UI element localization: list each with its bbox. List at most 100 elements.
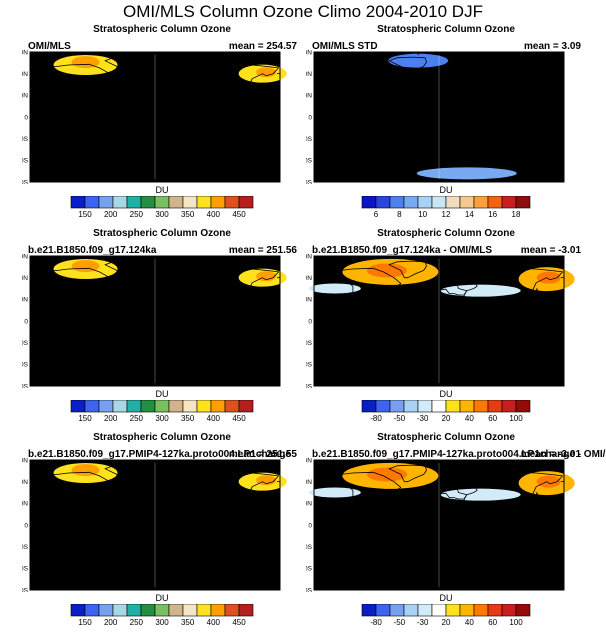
colorbar-tick-label: 20 xyxy=(442,618,451,627)
lat-label: 30S xyxy=(306,340,313,347)
colorbar-tick-label: 350 xyxy=(181,618,195,627)
colorbar-box xyxy=(182,604,198,617)
colorbar-box xyxy=(361,604,377,617)
coastline xyxy=(233,124,262,145)
colorbar-box xyxy=(445,196,461,209)
colorbar-tick-label: 350 xyxy=(181,210,195,219)
lat-label: 0 xyxy=(24,114,28,121)
coastline xyxy=(468,534,475,544)
lat-label: 90N xyxy=(306,254,312,260)
ozone-anomaly xyxy=(366,467,407,482)
lat-label: 0 xyxy=(24,522,28,529)
coastline xyxy=(184,330,191,340)
lat-label: 30S xyxy=(22,544,29,551)
colorbar-box xyxy=(98,196,114,209)
coastline xyxy=(104,260,143,279)
panel-mean-label: mean = 251.55 xyxy=(228,449,297,460)
coastline xyxy=(179,61,279,117)
coastline xyxy=(29,570,280,581)
coastline xyxy=(150,482,157,490)
coastline xyxy=(324,267,402,316)
units-label: DU xyxy=(439,389,453,399)
lat-label: 60N xyxy=(22,479,28,486)
colorbar-box xyxy=(445,604,461,617)
coastline xyxy=(434,74,441,82)
coastline xyxy=(150,74,157,82)
coastline xyxy=(220,521,239,532)
lat-label: 60N xyxy=(306,275,312,282)
colorbar-box xyxy=(473,196,489,209)
units-label: DU xyxy=(439,593,453,603)
colorbar-box xyxy=(375,196,391,209)
colorbar-box xyxy=(140,400,156,413)
coastline xyxy=(147,473,184,500)
colorbar-box xyxy=(70,400,86,413)
units-label: DU xyxy=(155,593,169,603)
colorbar-box xyxy=(238,604,254,617)
coastline xyxy=(245,492,254,503)
colorbar-p6: -80 -50 -30 20 40 60 100 xyxy=(361,604,531,627)
colorbar-box xyxy=(210,400,226,413)
colorbar-tick-label: 150 xyxy=(78,618,92,627)
colorbar-box xyxy=(389,604,405,617)
coastline xyxy=(40,63,118,112)
panel-mean-label: mean = 251.56 xyxy=(228,245,297,256)
colorbar-box xyxy=(112,196,128,209)
coastline xyxy=(313,570,564,581)
colorbar-tick-label: 60 xyxy=(488,618,497,627)
coastline xyxy=(529,288,538,299)
lat-label: 30N xyxy=(22,297,28,304)
colorbar-box xyxy=(238,400,254,413)
colorbar-box xyxy=(126,196,142,209)
colorbar-tick-label: 12 xyxy=(442,210,451,219)
colorbar-box xyxy=(154,400,170,413)
panel-left-label: b.e21.B1850.f09_g17.PMIP4-127ka.proto004… xyxy=(28,449,291,460)
figure-title: OMI/MLS Column Ozone Climo 2004-2010 DJF xyxy=(123,2,483,21)
colorbar-box xyxy=(154,196,170,209)
panel-mean-label: mean = 254.57 xyxy=(228,41,297,52)
map-p3: 90N 60N 30N 0 30S 60S 90S xyxy=(22,254,287,388)
colorbar-box xyxy=(84,196,100,209)
panel-subtitle: Stratospheric Column Ozone xyxy=(377,432,515,443)
coastlines xyxy=(313,56,564,173)
colorbar-tick-label: -80 xyxy=(370,618,382,627)
lat-label: 30N xyxy=(306,93,312,100)
lat-label: 90N xyxy=(22,254,28,260)
coastline xyxy=(29,162,280,173)
colorbar-box xyxy=(431,400,447,413)
panel-mean-label: mean = -3.01 xyxy=(520,245,581,256)
coastline xyxy=(179,265,279,321)
map-plot-area: 90N 60N 30N 0 30S 60S 90S xyxy=(306,254,575,388)
colorbar-box xyxy=(361,400,377,413)
panel-omi-mls-std: Stratospheric Column Ozone OMI/MLS STD m… xyxy=(306,24,586,224)
lat-label: 60S xyxy=(306,362,313,369)
lat-label: 30S xyxy=(306,544,313,551)
lat-label: 60S xyxy=(306,566,313,573)
panel-mean-label: mean = -3.01 xyxy=(520,449,581,460)
colorbar-tick-label: -30 xyxy=(417,414,429,423)
colorbar-box xyxy=(487,400,503,413)
coastline xyxy=(233,328,262,349)
lat-label: 90N xyxy=(22,50,28,56)
map-p6: 90N 60N 30N 0 30S 60S 90S xyxy=(306,458,575,592)
lat-label: 30S xyxy=(306,136,313,143)
coastline xyxy=(463,469,563,525)
coastline xyxy=(29,366,280,377)
colorbar-tick-label: 400 xyxy=(207,618,221,627)
coastline xyxy=(529,117,544,125)
colorbar-box xyxy=(487,196,503,209)
lat-label: 90S xyxy=(306,587,313,592)
colorbar-tick-label: 250 xyxy=(130,210,144,219)
coastline xyxy=(245,84,254,95)
coastline xyxy=(529,525,544,533)
lat-label: 60S xyxy=(22,158,29,165)
colorbar-box xyxy=(431,196,447,209)
lat-label: 30N xyxy=(306,501,312,508)
panel-left-label: b.e21.B1850.f09_g17.124ka xyxy=(28,245,157,256)
coastline xyxy=(431,269,468,296)
panel-subtitle: Stratospheric Column Ozone xyxy=(93,24,231,35)
coastline xyxy=(179,469,279,525)
colorbar-tick-label: 200 xyxy=(104,618,118,627)
colorbar-tick-label: 40 xyxy=(465,618,474,627)
coastline xyxy=(529,84,538,95)
